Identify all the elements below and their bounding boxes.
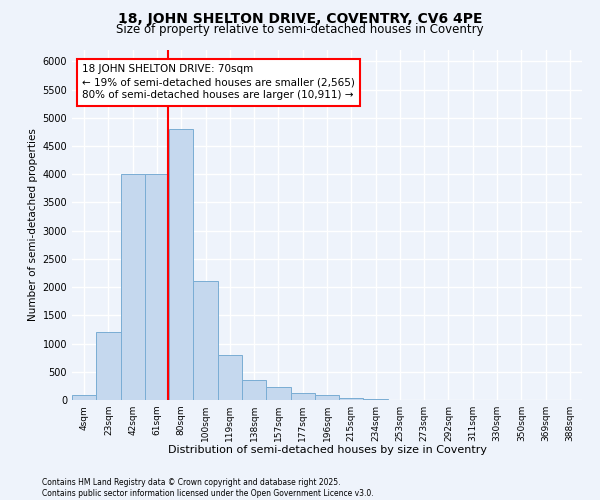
Bar	[193, 282, 218, 400]
Bar	[290, 392, 315, 400]
Text: Size of property relative to semi-detached houses in Coventry: Size of property relative to semi-detach…	[116, 22, 484, 36]
Text: 18 JOHN SHELTON DRIVE: 70sqm
← 19% of semi-detached houses are smaller (2,565)
8: 18 JOHN SHELTON DRIVE: 70sqm ← 19% of se…	[82, 64, 355, 100]
X-axis label: Distribution of semi-detached houses by size in Coventry: Distribution of semi-detached houses by …	[167, 446, 487, 456]
Bar	[121, 174, 145, 400]
Bar	[242, 380, 266, 400]
Bar	[315, 396, 339, 400]
Bar	[364, 399, 388, 400]
Bar	[145, 174, 169, 400]
Bar	[266, 387, 290, 400]
Text: Contains HM Land Registry data © Crown copyright and database right 2025.
Contai: Contains HM Land Registry data © Crown c…	[42, 478, 374, 498]
Text: 18, JOHN SHELTON DRIVE, COVENTRY, CV6 4PE: 18, JOHN SHELTON DRIVE, COVENTRY, CV6 4P…	[118, 12, 482, 26]
Bar	[218, 355, 242, 400]
Bar	[339, 398, 364, 400]
Bar	[169, 129, 193, 400]
Y-axis label: Number of semi-detached properties: Number of semi-detached properties	[28, 128, 38, 322]
Bar	[96, 332, 121, 400]
Bar	[72, 396, 96, 400]
